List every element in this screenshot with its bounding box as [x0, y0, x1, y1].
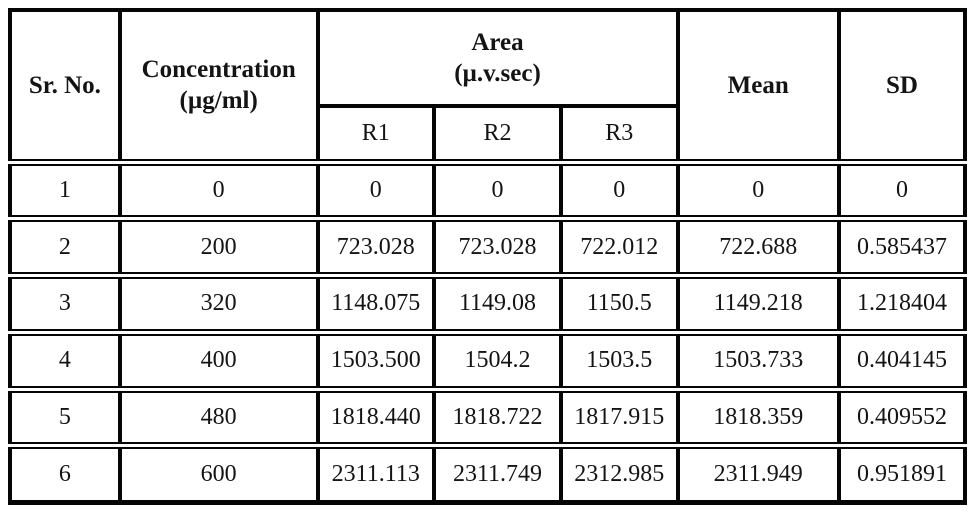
cell-concentration: 400 — [117, 328, 320, 393]
cell-r1: 2311.113 — [315, 442, 436, 505]
table-row: 2 200 723.028 723.028 722.012 722.688 0.… — [8, 215, 968, 279]
table-row: 4 400 1503.500 1504.2 1503.5 1503.733 0.… — [8, 328, 968, 393]
table-row: 5 480 1818.440 1818.722 1817.915 1818.35… — [8, 385, 968, 450]
cell-sd: 0.585437 — [836, 215, 968, 279]
cell-r2: 0 — [432, 158, 563, 223]
cell-mean: 0 — [675, 158, 841, 223]
cell-r1: 1818.440 — [315, 385, 436, 450]
cell-concentration: 0 — [117, 158, 320, 223]
cell-concentration: 320 — [117, 272, 320, 336]
header-area-line2: (µ.v.sec) — [454, 60, 541, 87]
cell-sr-no: 1 — [8, 158, 122, 223]
header-area-line1: Area — [471, 28, 524, 56]
cell-mean: 2311.949 — [675, 442, 841, 505]
cell-r3: 1150.5 — [559, 272, 680, 336]
table-header: Sr. No. Concentration (µg/ml) Area (µ.v.… — [8, 8, 968, 164]
cell-r3: 0 — [559, 158, 680, 223]
cell-concentration: 600 — [117, 442, 320, 505]
cell-r1: 0 — [315, 158, 436, 223]
cell-r3: 2312.985 — [559, 442, 680, 505]
cell-mean: 722.688 — [675, 215, 841, 279]
header-r3: R3 — [559, 104, 680, 164]
cell-sd: 0.404145 — [836, 328, 968, 393]
cell-sr-no: 5 — [8, 385, 122, 450]
header-sr-no: Sr. No. — [8, 8, 122, 164]
cell-sr-no: 4 — [8, 328, 122, 393]
cell-r1: 1148.075 — [315, 272, 436, 336]
cell-r3: 1817.915 — [559, 385, 680, 450]
cell-r1: 723.028 — [315, 215, 436, 279]
header-concentration-line2: (µg/ml) — [179, 87, 258, 115]
cell-r1: 1503.500 — [315, 328, 436, 393]
cell-r2: 2311.749 — [432, 442, 563, 505]
cell-mean: 1503.733 — [675, 328, 841, 393]
table-row: 1 0 0 0 0 0 0 — [8, 158, 968, 223]
cell-mean: 1818.359 — [675, 385, 841, 450]
cell-concentration: 480 — [117, 385, 320, 450]
cell-mean: 1149.218 — [675, 272, 841, 336]
table-row: 3 320 1148.075 1149.08 1150.5 1149.218 1… — [8, 272, 968, 336]
cell-r2: 723.028 — [432, 215, 563, 279]
header-concentration: Concentration (µg/ml) — [117, 8, 320, 164]
cell-r2: 1149.08 — [432, 272, 563, 336]
header-row-main: Sr. No. Concentration (µg/ml) Area (µ.v.… — [8, 8, 968, 164]
table-row: 6 600 2311.113 2311.749 2312.985 2311.94… — [8, 442, 968, 505]
cell-sd: 0.409552 — [836, 385, 968, 450]
cell-sr-no: 2 — [8, 215, 122, 279]
cell-sd: 0 — [836, 158, 968, 223]
table-body: 1 0 0 0 0 0 0 2 200 723.028 723.028 722.… — [8, 158, 968, 505]
cell-r3: 1503.5 — [559, 328, 680, 393]
header-r2: R2 — [432, 104, 563, 164]
header-r1: R1 — [315, 104, 436, 164]
cell-r3: 722.012 — [559, 215, 680, 279]
cell-r2: 1504.2 — [432, 328, 563, 393]
cell-sr-no: 6 — [8, 442, 122, 505]
header-concentration-line1: Concentration — [141, 56, 296, 83]
cell-sr-no: 3 — [8, 272, 122, 336]
cell-concentration: 200 — [117, 215, 320, 279]
header-sd: SD — [836, 8, 968, 164]
cell-r2: 1818.722 — [432, 385, 563, 450]
header-mean: Mean — [675, 8, 841, 164]
calibration-data-table: Sr. No. Concentration (µg/ml) Area (µ.v.… — [8, 8, 968, 505]
header-area: Area (µ.v.sec) — [315, 8, 680, 108]
cell-sd: 0.951891 — [836, 442, 968, 505]
header-row-replicates: R1 R2 R3 — [10, 104, 965, 164]
cell-sd: 1.218404 — [836, 272, 968, 336]
